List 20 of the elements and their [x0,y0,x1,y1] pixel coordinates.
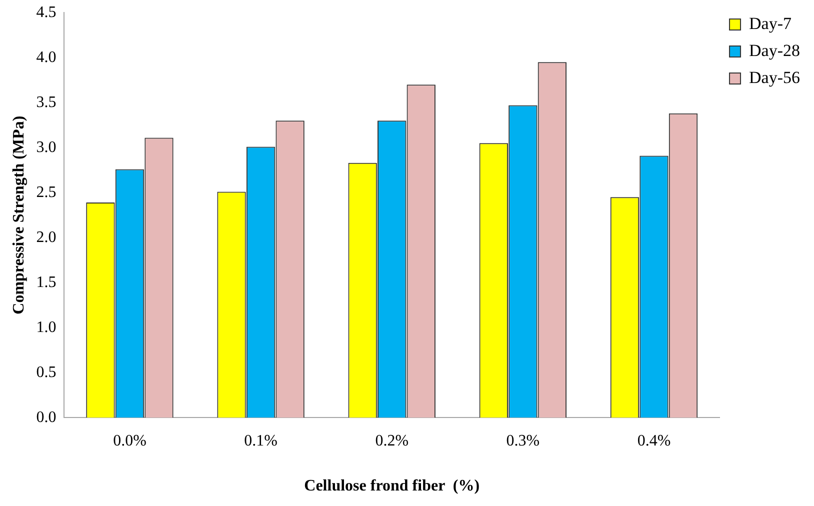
y-tick-label: 0.0 [36,408,56,426]
legend-label: Day-7 [749,14,792,33]
x-axis-title: Cellulose frond fiber (%) [304,478,480,495]
y-tick-label: 2.5 [36,184,56,201]
y-tick-label: 3.0 [36,138,56,156]
x-tick-label: 0.1% [244,432,278,450]
x-tick-label: 0.3% [506,432,540,450]
x-tick-label: 0.4% [637,432,671,450]
y-tick-label: 0.5 [36,364,56,381]
y-tick-label: 3.5 [36,94,56,111]
y-tick-label: 1.0 [36,318,56,336]
y-tick-label: 2.0 [36,228,56,246]
legend-label: Day-28 [749,40,800,60]
x-tick-label: 0.0% [113,432,146,450]
x-tick-label: 0.2% [375,432,409,450]
legend-label: Day-56 [749,68,800,87]
y-tick-label: 1.5 [36,274,56,291]
y-tick-label: 4.5 [36,4,56,21]
y-tick-label: 4.0 [36,48,56,66]
y-axis-title: Compressive Strength (MPa) [10,116,28,314]
